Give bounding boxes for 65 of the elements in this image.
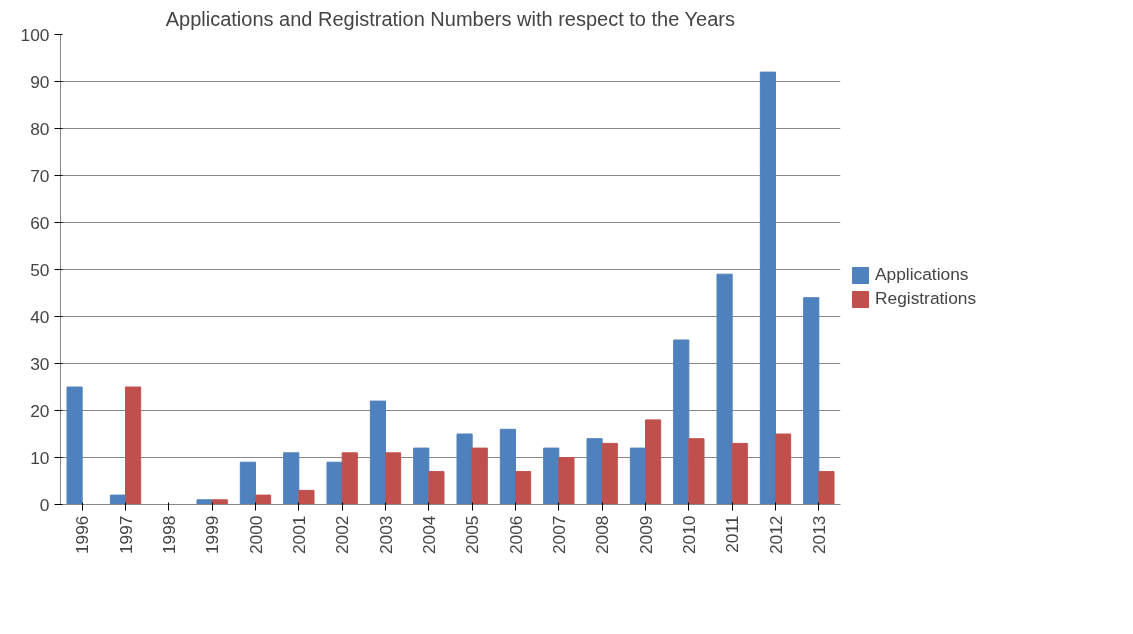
- bar: [196, 499, 213, 505]
- x-tick-label: 2000: [245, 515, 266, 555]
- bar: [543, 447, 560, 505]
- bar: [601, 442, 618, 505]
- bar: [283, 452, 300, 505]
- y-tick-label: 10: [30, 447, 50, 468]
- bar: [66, 386, 83, 505]
- x-tick-label: 2004: [418, 515, 439, 555]
- legend-label: Applications: [875, 264, 969, 285]
- bar: [125, 386, 142, 505]
- y-tick-label: 80: [30, 118, 50, 139]
- bar: [645, 419, 662, 505]
- bar: [428, 471, 445, 505]
- bar: [298, 489, 315, 505]
- bar: [326, 461, 343, 505]
- x-tick-label: 2002: [332, 515, 353, 555]
- x-tick-label: 1996: [72, 515, 93, 555]
- x-tick-label: 1998: [158, 515, 179, 555]
- bar: [456, 433, 473, 505]
- x-tick-label: 2001: [288, 515, 309, 555]
- chart-title: Applications and Registration Numbers with respect to the Years: [165, 7, 735, 30]
- bar: [109, 494, 126, 505]
- y-tick-label: 30: [30, 353, 50, 374]
- y-tick-label: 50: [30, 259, 50, 280]
- x-tick-label: 2008: [592, 515, 613, 555]
- x-tick-label: 2013: [808, 515, 829, 555]
- x-tick-label: 2011: [722, 515, 743, 553]
- bar: [731, 442, 748, 505]
- x-tick-label: 2006: [505, 515, 526, 555]
- bar: [369, 400, 386, 505]
- bar: [688, 438, 705, 505]
- x-tick-label: 2005: [462, 515, 483, 555]
- bar: [586, 438, 603, 505]
- x-tick-label: 2010: [678, 515, 699, 555]
- bar: [629, 447, 646, 505]
- x-tick-label: 1997: [115, 515, 136, 555]
- x-tick-label: 2009: [635, 515, 656, 555]
- bar: [499, 428, 516, 505]
- x-tick-label: 2003: [375, 515, 396, 555]
- bar: [803, 297, 820, 505]
- bar: [471, 447, 488, 505]
- y-tick-label: 20: [30, 400, 50, 421]
- bar: [716, 273, 733, 505]
- x-tick-label: 1999: [202, 515, 223, 555]
- x-tick-label: 2012: [765, 515, 786, 555]
- bar: [818, 471, 835, 505]
- legend-label: Registrations: [875, 288, 977, 309]
- bar: [239, 461, 256, 505]
- bar: [673, 339, 690, 505]
- bar: [759, 71, 776, 505]
- bar: [515, 471, 532, 505]
- y-tick-label: 90: [30, 71, 50, 92]
- y-tick-label: 0: [39, 494, 50, 515]
- bar: [385, 452, 402, 505]
- bar: [558, 457, 575, 505]
- bar: [211, 499, 228, 505]
- bar: [341, 452, 358, 505]
- bar: [255, 494, 272, 505]
- bar: [775, 433, 792, 505]
- bar: [413, 447, 430, 505]
- y-tick-label: 40: [30, 306, 50, 327]
- x-tick-label: 2007: [548, 515, 569, 555]
- y-tick-label: 70: [30, 165, 50, 186]
- y-tick-label: 60: [30, 212, 50, 233]
- y-tick-label: 100: [20, 24, 50, 45]
